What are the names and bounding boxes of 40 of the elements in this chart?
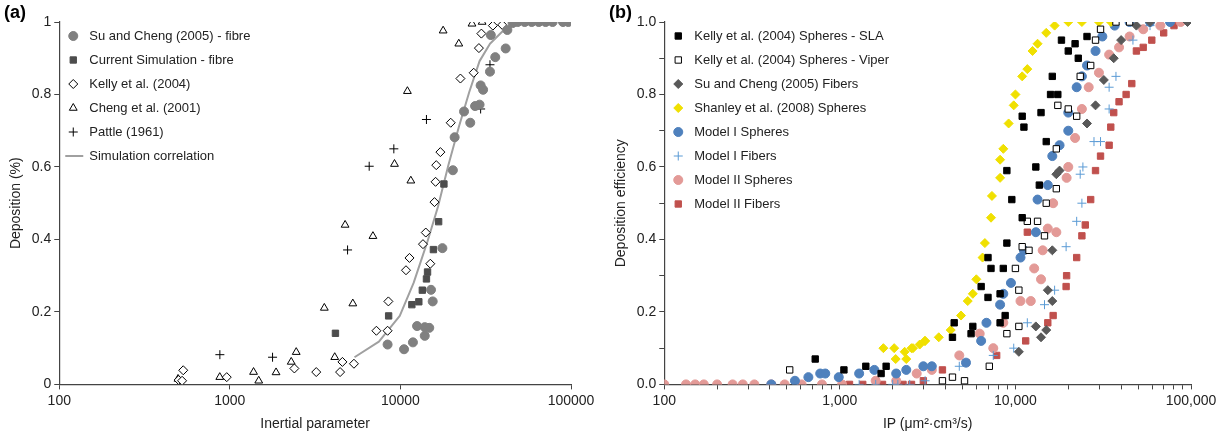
legend-label: Simulation correlation xyxy=(89,147,215,163)
y-tick-label: 1 xyxy=(43,12,52,29)
legend-label: Kelly et al. (2004) xyxy=(89,75,191,91)
y-tick-label: 0.2 xyxy=(31,302,52,319)
chart-title: (b) xyxy=(609,1,632,22)
legend-label: Su and Cheng (2005) Fibers xyxy=(694,75,859,91)
y-axis-title: Deposition efficiency xyxy=(612,139,629,268)
x-tick-label: 100,000 xyxy=(1165,391,1217,408)
y-tick-label: 0.2 xyxy=(636,302,657,319)
legend-label: Kelly et al. (2004) Spheres - SLA xyxy=(694,27,884,43)
legend-label: Su and Cheng (2005) - fibre xyxy=(89,27,251,43)
legend-label: Model II Fibers xyxy=(694,195,781,211)
y-tick-label: 0.4 xyxy=(31,230,52,247)
y-tick-label: 0.4 xyxy=(636,230,657,247)
legend-label: Kelly et al. (2004) Spheres - Viper xyxy=(694,51,890,67)
legend-label: Model I Spheres xyxy=(694,123,790,139)
y-tick-label: 0 xyxy=(43,375,52,392)
y-tick-label: 0.6 xyxy=(636,157,657,174)
x-axis-title: Inertial parameter xyxy=(260,415,371,432)
chart-title: (a) xyxy=(4,1,26,22)
legend-label: Model I Fibers xyxy=(694,147,778,163)
legend-label: Cheng et al. (2001) xyxy=(89,99,201,115)
x-tick-label: 1000 xyxy=(214,391,246,408)
x-tick-label: 100 xyxy=(652,391,677,408)
y-tick-label: 1.0 xyxy=(636,12,657,29)
x-tick-label: 10,000 xyxy=(994,391,1038,408)
x-tick-label: 1,000 xyxy=(822,391,858,408)
x-axis-title: IP (μm²·cm³/s) xyxy=(882,415,973,432)
y-tick-label: 0.8 xyxy=(636,85,657,102)
y-tick-label: 0.0 xyxy=(636,375,657,392)
y-axis-title: Deposition (%) xyxy=(7,157,24,250)
x-tick-label: 10000 xyxy=(380,391,421,408)
legend-label: Pattle (1961) xyxy=(89,123,164,139)
y-tick-label: 0.6 xyxy=(31,157,52,174)
legend-label: Shanley et al. (2008) Spheres xyxy=(694,99,867,115)
x-tick-label: 100 xyxy=(47,391,72,408)
legend-label: Model II Spheres xyxy=(694,171,794,187)
legend-label: Current Simulation - fibre xyxy=(89,51,234,67)
y-tick-label: 0.8 xyxy=(31,85,52,102)
x-tick-label: 100000 xyxy=(547,391,595,408)
